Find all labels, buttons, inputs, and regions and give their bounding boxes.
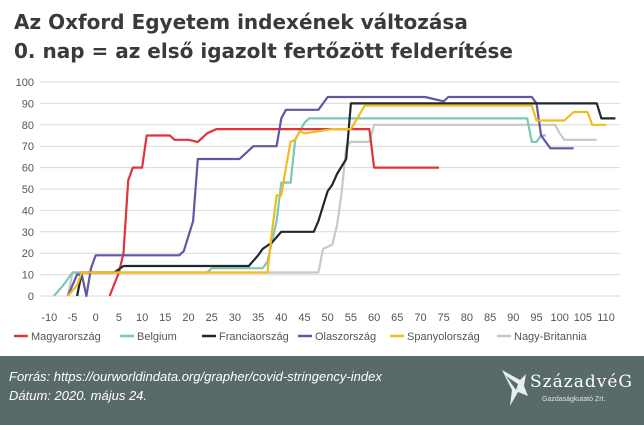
y-tick-label: 60: [22, 163, 34, 175]
y-tick-label: 30: [22, 227, 34, 239]
y-tick-label: 0: [28, 291, 34, 303]
x-tick-label: -10: [41, 312, 57, 324]
x-tick-label: 45: [298, 312, 310, 324]
y-tick-label: 20: [22, 248, 34, 260]
x-tick-label: 20: [182, 312, 194, 324]
title-line-2: 0. nap = az első igazolt fertőzött felde…: [14, 39, 513, 63]
x-tick-label: 80: [461, 312, 473, 324]
brand-subtitle: Gazdaságkutató Zrt.: [542, 396, 606, 403]
x-tick-label: 15: [159, 312, 171, 324]
footer-bar: Forrás: https://ourworldindata.org/graph…: [0, 356, 644, 425]
brand-logo: SzázadvéG Gazdaságkutató Zrt.: [498, 364, 638, 416]
x-tick-label: 65: [391, 312, 403, 324]
date-text: Dátum: 2020. május 24.: [9, 388, 148, 403]
x-tick-label: 70: [414, 312, 426, 324]
eagle-wing-icon: [502, 370, 528, 406]
source-text: Forrás: https://ourworldindata.org/graph…: [9, 369, 382, 384]
legend-label: Franciaország: [219, 331, 289, 343]
y-tick-label: 90: [22, 98, 34, 110]
x-tick-label: 35: [252, 312, 264, 324]
source-block: Forrás: https://ourworldindata.org/graph…: [9, 367, 382, 405]
legend-label: Olaszország: [315, 331, 376, 343]
y-tick-label: 10: [22, 270, 34, 282]
brand-name: SzázadvéG: [530, 372, 633, 392]
x-tick-label: 90: [507, 312, 519, 324]
x-tick-label: 30: [229, 312, 241, 324]
x-tick-label: 25: [206, 312, 218, 324]
legend-label: Spanyolország: [407, 331, 480, 343]
y-tick-label: 100: [16, 77, 34, 89]
x-tick-label: 10: [136, 312, 148, 324]
x-tick-label: 100: [551, 312, 569, 324]
title-line-1: Az Oxford Egyetem indexének változása: [14, 10, 468, 34]
series-line-1: [108, 127, 439, 297]
x-tick-label: 40: [275, 312, 287, 324]
x-tick-label: 105: [574, 312, 592, 324]
y-tick-label: 40: [22, 205, 34, 217]
y-tick-label: 80: [22, 120, 34, 132]
y-tick-label: 50: [22, 184, 34, 196]
series-line-2: [53, 117, 546, 297]
x-tick-label: 85: [484, 312, 496, 324]
x-tick-label: 95: [530, 312, 542, 324]
chart-title: Az Oxford Egyetem indexének változása 0.…: [14, 8, 513, 66]
legend-label: Nagy-Britannia: [514, 331, 588, 343]
x-tick-label: 55: [345, 312, 357, 324]
x-tick-label: 5: [116, 312, 122, 324]
x-tick-label: 50: [322, 312, 334, 324]
x-tick-label: -5: [68, 312, 78, 324]
legend-label: Magyarország: [31, 331, 101, 343]
line-chart: 0 10 20 30 40 50 60 70 80 90 100 -10 -5 0 5 10 15 20 25 30 3…: [14, 77, 620, 343]
series-line-5: [66, 104, 607, 297]
y-tick-label: 70: [22, 141, 34, 153]
x-tick-label: 75: [438, 312, 450, 324]
legend-label: Belgium: [137, 331, 177, 343]
series-line-4: [66, 95, 574, 298]
series-line-3: [76, 102, 616, 297]
x-tick-label: 110: [597, 312, 615, 324]
x-tick-label: 0: [93, 312, 99, 324]
x-tick-label: 60: [368, 312, 380, 324]
